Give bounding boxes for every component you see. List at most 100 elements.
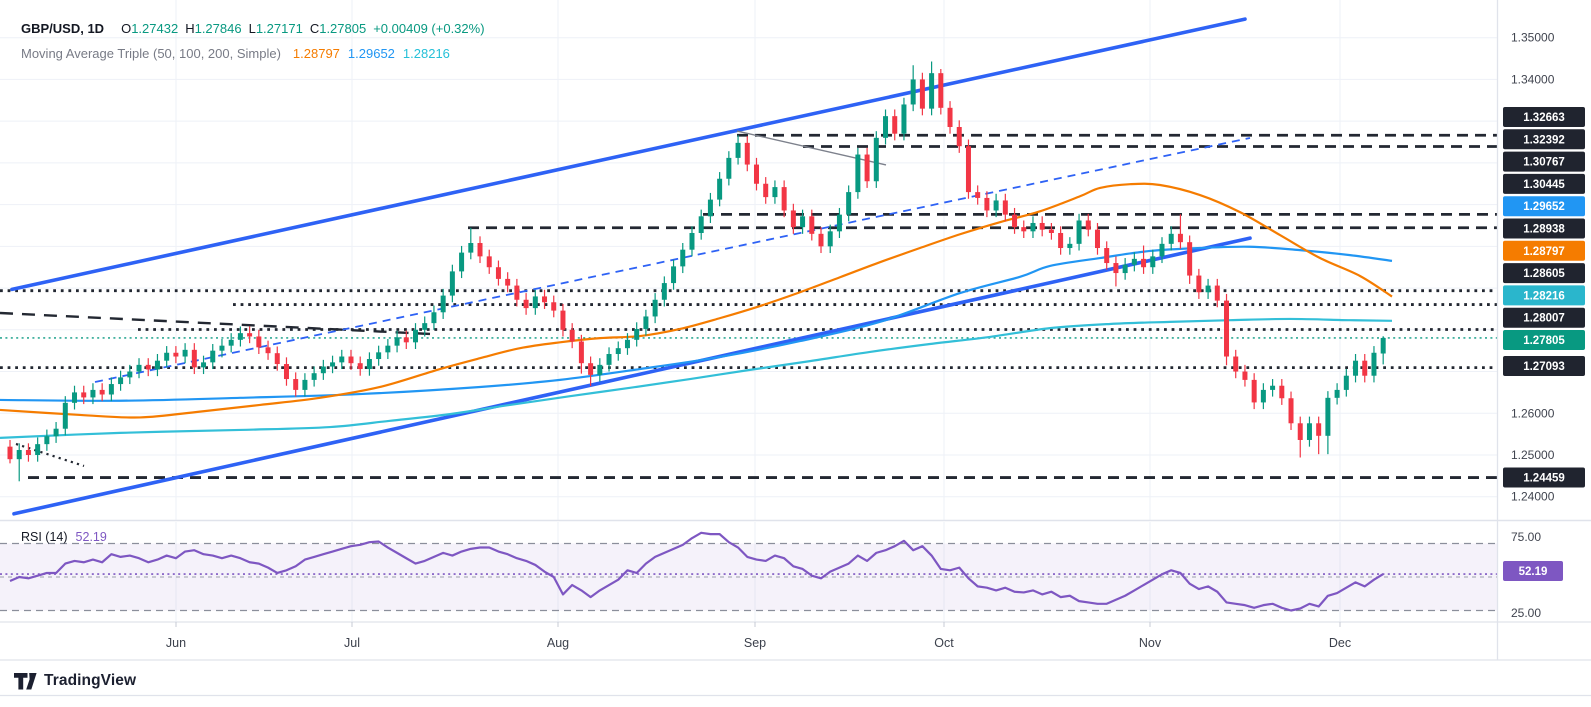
tradingview-logo-icon <box>14 672 37 689</box>
price-axis-badge-label: 1.28605 <box>1523 268 1565 280</box>
trendline-may-mini-dotted[interactable] <box>15 442 85 468</box>
trendline-channel-mid[interactable] <box>94 137 1251 383</box>
high-value: 1.27846 <box>194 21 242 36</box>
candle <box>1141 258 1147 268</box>
candle <box>1233 356 1239 372</box>
ma-legend-row[interactable]: Moving Average Triple (50, 100, 200, Sim… <box>21 41 485 66</box>
candle <box>772 187 778 198</box>
candle <box>357 363 363 370</box>
candle <box>643 316 649 329</box>
rsi-line <box>9 531 1384 612</box>
candle <box>1030 222 1036 232</box>
candle <box>514 285 520 300</box>
candle <box>1085 220 1091 230</box>
candle <box>661 283 667 300</box>
price-axis[interactable]: 1.35000 1.34000 1.26000 1.25000 1.24000 1.326… <box>1503 31 1585 620</box>
candle <box>136 364 142 372</box>
candle <box>90 389 96 398</box>
candle <box>413 329 419 343</box>
month-label: Nov <box>1139 636 1162 650</box>
candle <box>201 362 207 368</box>
candle <box>883 116 889 138</box>
candle <box>634 328 640 340</box>
candle <box>523 299 529 309</box>
rsi-axis-badge-label: 52.19 <box>1519 566 1548 578</box>
candle <box>763 183 769 198</box>
price-axis-label: 1.34000 <box>1511 72 1555 86</box>
price-axis-badge-label: 1.28007 <box>1523 313 1565 325</box>
candle <box>1214 285 1220 301</box>
month-label: Dec <box>1329 636 1351 650</box>
candle <box>809 216 815 234</box>
symbol-title: GBP/USD, 1D <box>21 21 105 36</box>
candle <box>247 333 253 337</box>
candle <box>62 402 68 429</box>
low-label: L <box>248 21 256 36</box>
trendline-june-desc-dashed[interactable] <box>0 311 431 336</box>
candle <box>1260 389 1266 403</box>
candle <box>1334 389 1340 398</box>
candle <box>1058 232 1064 249</box>
price-axis-badge <box>1503 285 1585 306</box>
candle <box>191 349 197 368</box>
candle <box>283 364 289 380</box>
candle <box>1150 256 1156 268</box>
time-axis[interactable]: Jun Jul Aug Sep Oct Nov Dec <box>166 622 1351 650</box>
rsi-legend-row[interactable]: RSI (14) 52.19 <box>21 530 107 544</box>
moving-averages <box>0 182 1393 439</box>
trendline-channel-upper[interactable] <box>10 17 1247 292</box>
rsi-value: 52.19 <box>75 530 107 544</box>
candle <box>210 350 216 363</box>
candle <box>311 373 317 380</box>
candle <box>1131 258 1137 265</box>
candle <box>320 366 326 374</box>
month-label: Oct <box>934 636 954 650</box>
gridlines <box>0 0 1497 622</box>
candles <box>7 61 1386 482</box>
candle <box>495 267 501 279</box>
price-axis-badge <box>1503 467 1585 488</box>
candle <box>477 243 483 257</box>
price-axis-label: 1.26000 <box>1511 406 1555 420</box>
symbol-legend-row[interactable]: GBP/USD, 1D O1.27432 H1.27846 L1.27171 C1.27… <box>21 16 485 41</box>
candle <box>173 352 179 357</box>
candle <box>1343 375 1349 390</box>
candle <box>615 348 621 355</box>
price-axis-badge <box>1503 356 1585 376</box>
candle <box>293 379 299 390</box>
chart-legend[interactable]: GBP/USD, 1D O1.27432 H1.27846 L1.27171 C1.27… <box>21 16 485 66</box>
candle <box>744 142 750 165</box>
candle <box>846 192 852 215</box>
candle <box>984 197 990 211</box>
candle <box>910 79 916 105</box>
candle <box>1104 248 1110 264</box>
candle <box>532 296 538 309</box>
candle <box>274 353 280 365</box>
trendline-sep-lower-highs[interactable] <box>736 130 887 166</box>
candle <box>965 146 971 193</box>
candle <box>1039 222 1045 230</box>
change-value: +0.00409 (+0.32%) <box>373 21 485 36</box>
rsi-axis-label: 75.00 <box>1511 530 1541 544</box>
candle <box>154 360 160 370</box>
candle <box>698 216 704 233</box>
candle <box>624 339 630 349</box>
candle <box>459 252 465 272</box>
trendline-channel-lower[interactable] <box>12 236 1252 516</box>
trendlines[interactable] <box>0 17 1252 516</box>
tradingview-logo[interactable]: TradingView <box>14 672 136 690</box>
candle <box>569 329 575 342</box>
rsi-axis-label: 25.00 <box>1511 606 1541 620</box>
candle <box>1012 214 1018 228</box>
candle <box>237 333 243 340</box>
candle <box>726 157 732 179</box>
price-axis-badge <box>1503 240 1585 261</box>
candle <box>1122 264 1128 274</box>
candle <box>606 354 612 365</box>
sma100-line <box>0 245 1393 402</box>
candle <box>1270 385 1276 390</box>
candle <box>1251 379 1257 403</box>
